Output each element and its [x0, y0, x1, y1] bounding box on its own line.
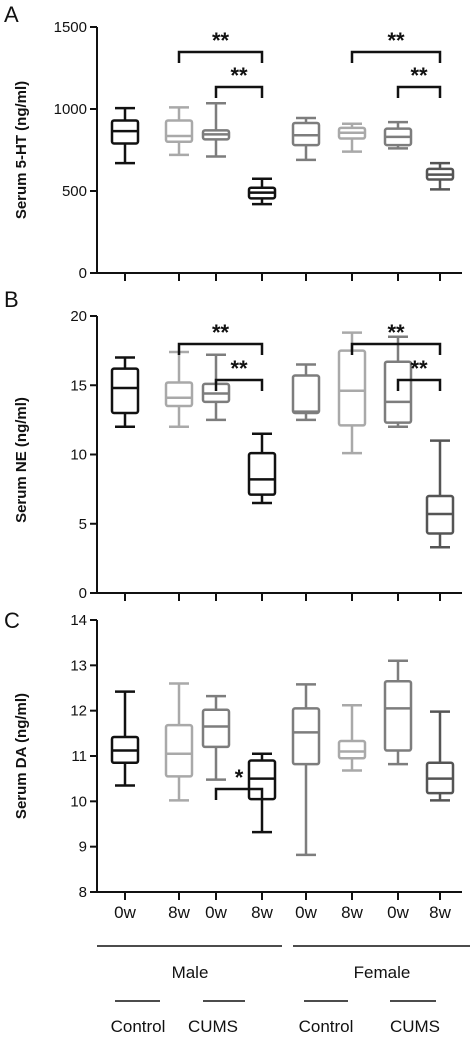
panel-a-significance-label: **	[230, 63, 248, 88]
panel-a-significance-bracket	[350, 50, 442, 63]
panel-a-y-tick-label: 1500	[54, 19, 87, 36]
x-label-time: 8w	[429, 903, 451, 922]
panel-b-box	[164, 381, 194, 408]
panel-b-box	[110, 367, 140, 415]
x-label-time: 0w	[295, 903, 317, 922]
panel-c-box	[337, 739, 367, 760]
panel-c-y-tick-label: 9	[79, 839, 87, 856]
panel-b-significance-label: **	[387, 320, 405, 345]
x-label-time: 0w	[387, 903, 409, 922]
panel-b-significance-label: **	[410, 356, 428, 381]
panel-a-significance-bracket	[396, 85, 442, 98]
panel-b-y-tick-label: 10	[70, 447, 87, 464]
x-label-group: CUMS	[390, 1017, 440, 1036]
panel-c-y-tick-label: 11	[71, 748, 87, 765]
panel-c-y-tick-label: 13	[70, 657, 87, 674]
panel-c-y-tick-label: 10	[70, 793, 87, 810]
panel-c-box	[164, 723, 194, 778]
panel-a-significance-bracket	[177, 50, 264, 63]
panel-a-significance-label: **	[387, 28, 405, 53]
x-label-time: 8w	[168, 903, 190, 922]
panel-b-significance-bracket	[396, 378, 442, 391]
panel-a-box	[164, 119, 194, 144]
x-label-group: CUMS	[188, 1017, 238, 1036]
panel-b-box	[337, 349, 367, 427]
panel-b-box	[247, 451, 277, 496]
panel-a-significance-label: **	[410, 63, 428, 88]
x-label-time: 0w	[205, 903, 227, 922]
x-label-group: Control	[111, 1017, 166, 1036]
panel-c-y-tick-label: 8	[79, 884, 87, 901]
panel-a-y-tick-label: 500	[62, 183, 87, 200]
panel-b-y-tick-label: 15	[70, 377, 87, 394]
panel-b-significance-bracket	[350, 342, 442, 355]
panel-c-significance-label: *	[235, 765, 244, 790]
panel-b-y-tick-label: 0	[79, 585, 87, 602]
panel-b-significance-label: **	[212, 320, 230, 345]
panel-a-y-tick-label: 0	[79, 265, 87, 282]
panel-c-y-tick-label: 14	[70, 612, 87, 629]
x-label-female: Female	[354, 963, 411, 982]
panel-b-box	[291, 374, 321, 415]
panel-b-y-axis-label: Serum NE (ng/ml)	[13, 397, 30, 523]
panel-c-letter: C	[4, 608, 20, 633]
panel-c-box	[291, 707, 321, 766]
panel-c-box	[201, 708, 231, 749]
panel-c-significance-bracket	[214, 787, 264, 800]
x-label-time: 8w	[251, 903, 273, 922]
panel-a-letter: A	[4, 2, 19, 27]
panel-a-y-tick-label: 1000	[54, 101, 87, 118]
x-label-time: 8w	[341, 903, 363, 922]
panel-a-significance-bracket	[214, 85, 264, 98]
panel-a-y-axis-label: Serum 5-HT (ng/ml)	[13, 81, 30, 219]
panel-b-letter: B	[4, 287, 19, 312]
panel-b-significance-label: **	[230, 356, 248, 381]
panel-c-y-tick-label: 12	[70, 703, 87, 720]
x-label-group: Control	[299, 1017, 354, 1036]
panel-b-significance-bracket	[177, 342, 264, 355]
panel-c-y-axis-label: Serum DA (ng/ml)	[13, 693, 30, 819]
panel-a-significance-label: **	[212, 28, 230, 53]
panel-b-box	[383, 360, 413, 424]
x-label-time: 0w	[114, 903, 136, 922]
panel-b-significance-bracket	[214, 378, 264, 391]
panel-b-y-tick-label: 5	[79, 516, 87, 533]
panel-c-box	[383, 679, 413, 752]
x-label-male: Male	[172, 963, 209, 982]
panel-b-y-tick-label: 20	[70, 308, 87, 325]
